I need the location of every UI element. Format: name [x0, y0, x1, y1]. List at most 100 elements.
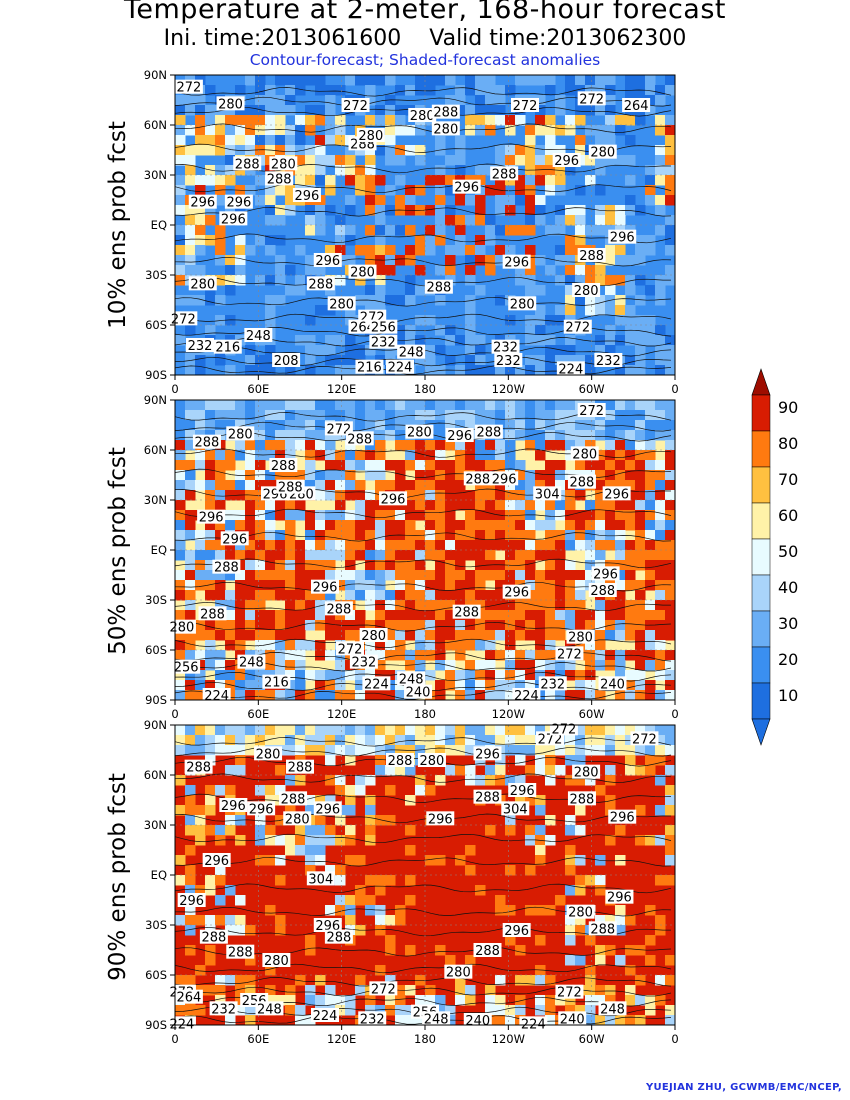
contour-label: 240 [406, 686, 431, 701]
lat-tick-label: EQ [151, 868, 167, 882]
contour-label-box [224, 194, 253, 209]
contour-label: 296 [249, 802, 274, 817]
contour-label: 232 [493, 341, 518, 356]
contour-label-box [244, 328, 273, 342]
contour-label-box [386, 753, 414, 767]
colorbar-legend: 90 80 70 60 50 40 30 20 10 [751, 368, 798, 746]
contour-label: 224 [313, 1009, 338, 1024]
contour-label-box [502, 254, 531, 269]
contour-label-box [630, 731, 659, 746]
contour-label: 288 [570, 792, 595, 807]
contour-label-box [269, 458, 298, 472]
contour-label-box [219, 798, 248, 812]
lon-tick-label: 60W [579, 1032, 605, 1046]
lon-tick-label: 180 [414, 382, 436, 396]
contour-label: 224 [388, 361, 413, 376]
contour-label-box [417, 753, 446, 767]
contour-label: 264 [350, 321, 375, 336]
contour-label: 296 [204, 854, 229, 869]
contour-label-box [566, 904, 595, 919]
lat-tick-label: 60S [145, 318, 167, 332]
contour-label: 208 [274, 354, 299, 369]
contour-label-box [431, 121, 460, 136]
contour-label-box [356, 128, 385, 142]
contour-label-box [602, 486, 631, 501]
contour-label: 280 [510, 297, 535, 312]
contour-label-box [226, 944, 255, 959]
contour-label-box [473, 746, 502, 761]
contour-label: 280 [446, 966, 471, 981]
contour-label: 296 [226, 196, 251, 211]
contour-label: 288 [590, 922, 615, 937]
contour-label-box [501, 801, 530, 816]
contour-label: 248 [399, 346, 424, 361]
colorbar-tick-label: 40 [778, 578, 798, 597]
contour-label: 288 [267, 172, 292, 187]
contour-label: 296 [610, 811, 635, 826]
contour-label-box [598, 676, 627, 691]
contour-label: 280 [228, 427, 253, 442]
contour-label-box [444, 964, 473, 979]
lon-tick-label: 120E [327, 382, 356, 396]
lat-tick-label: 60N [144, 768, 167, 782]
contour-label-box [533, 486, 562, 501]
contour-label-box [292, 188, 321, 202]
lon-tick-label: 60E [247, 707, 269, 721]
contour-label: 280 [361, 629, 386, 644]
contour-label-box [473, 943, 502, 957]
colorbar-tick-label: 60 [778, 506, 798, 525]
colorbar-bottom-arrow [751, 718, 771, 746]
contour-label-box [463, 471, 492, 486]
contour-label: 288 [186, 761, 211, 776]
contour-label-box [567, 474, 596, 489]
contour-label: 296 [428, 812, 453, 827]
lon-tick-label: 60W [579, 382, 605, 396]
contour-label-box [502, 584, 531, 599]
contour-label-box [577, 403, 606, 417]
lon-tick-label: 120W [492, 1032, 525, 1046]
contour-label-box [169, 311, 198, 326]
contour-label-box [369, 981, 398, 996]
contour-label-box [279, 791, 308, 806]
contour-label: 224 [204, 689, 229, 704]
init-valid-times: Ini. time:2013061600 Valid time:20130623… [163, 26, 687, 51]
contour-label: 296 [492, 472, 517, 487]
contour-label-box [563, 319, 592, 334]
contour-label: 248 [424, 1012, 449, 1027]
lat-tick-label: 90N [144, 393, 167, 407]
contour-label: 288 [476, 426, 501, 441]
contour-label: 296 [222, 532, 247, 547]
lat-tick-label: 60S [145, 968, 167, 982]
contour-label: 280 [256, 747, 281, 762]
contour-label-box [283, 811, 312, 826]
contour-label: 288 [347, 432, 372, 447]
contour-label: 296 [504, 924, 529, 939]
contour-label-box [192, 434, 221, 449]
contour-label: 296 [607, 891, 632, 906]
contour-label-box [269, 156, 298, 171]
contour-label: 288 [492, 167, 517, 182]
contour-label: 288 [195, 436, 220, 451]
contour-label: 296 [510, 784, 535, 799]
contour-label: 240 [465, 1014, 490, 1029]
contour-label-box [362, 676, 391, 691]
contour-label-box [177, 893, 206, 907]
colorbar-tick-label: 10 [778, 686, 798, 705]
contour-label-box [247, 801, 276, 816]
contour-label: 256 [371, 321, 396, 336]
contour-label-box [512, 688, 541, 702]
contour-label-box [511, 98, 539, 112]
contour-label-box [386, 359, 414, 374]
colorbar-segment [751, 394, 771, 432]
contour-label: 272 [343, 99, 368, 114]
contour-label-box [197, 509, 226, 524]
lon-tick-label: 0 [171, 1032, 178, 1046]
lat-tick-label: 30S [145, 268, 167, 282]
colorbar-segment [751, 646, 771, 684]
contour-label: 232 [371, 336, 396, 351]
contour-label-box [491, 339, 520, 354]
page-title: Temperature at 2-meter, 168-hour forecas… [123, 0, 726, 25]
contour-label-box [369, 319, 398, 334]
